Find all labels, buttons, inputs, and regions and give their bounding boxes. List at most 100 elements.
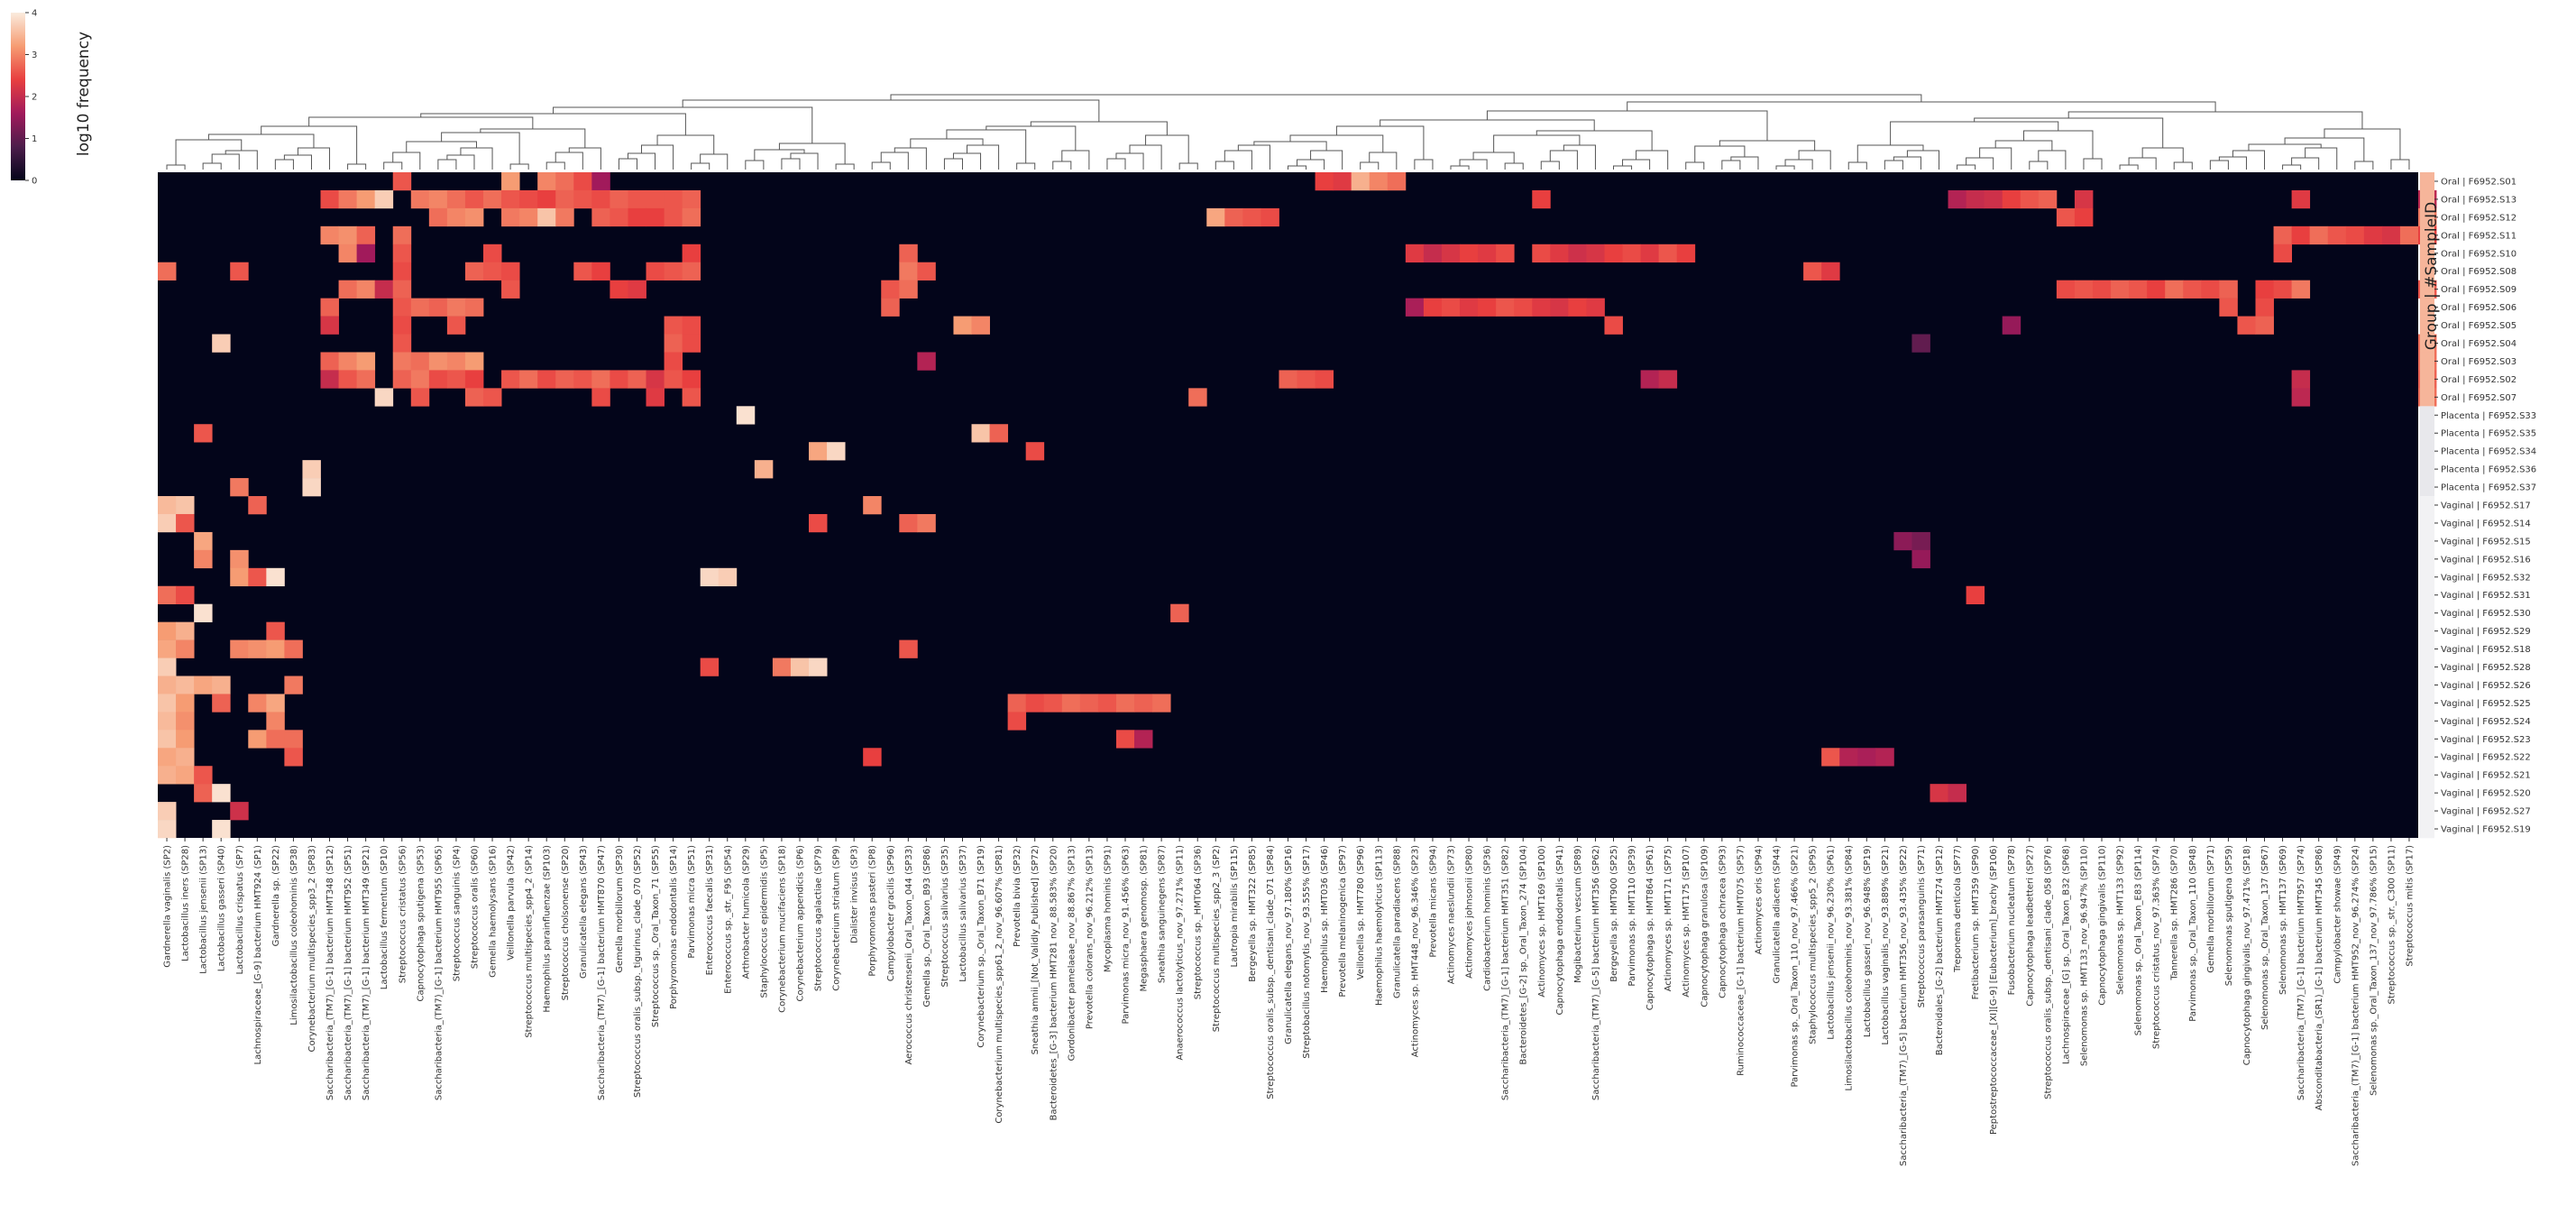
heatmap-cell bbox=[664, 262, 683, 280]
column-label: Peptostreptococcaceae_[XI][G-9] [Eubacte… bbox=[1989, 845, 1999, 1135]
dendrogram-link bbox=[1957, 164, 1976, 170]
row-label: Oral | F6952.S07 bbox=[2441, 393, 2516, 403]
column-label: Limosilactobacillus coleohominis (SP38) bbox=[289, 845, 299, 1025]
heatmap-cell bbox=[2327, 225, 2347, 245]
heatmap-cell bbox=[682, 244, 701, 263]
heatmap-cell bbox=[230, 478, 249, 497]
heatmap-cell bbox=[158, 820, 177, 839]
row-labels: Oral | F6952.S01 Oral | F6952.S13 Oral | F… bbox=[2434, 177, 2536, 835]
heatmap-cell bbox=[682, 388, 701, 407]
heatmap-cell bbox=[428, 370, 448, 389]
heatmap-cell bbox=[591, 172, 610, 191]
colorbar-tick-label: 4 bbox=[32, 9, 37, 19]
heatmap-cell bbox=[519, 189, 538, 209]
heatmap-cell bbox=[2183, 280, 2202, 299]
column-label: Gemella sp._Oral_Taxon_B93 (SP86) bbox=[922, 845, 932, 1007]
heatmap-cell bbox=[1007, 712, 1027, 731]
dendrogram-link bbox=[1906, 150, 1940, 170]
row-label: Oral | F6952.S03 bbox=[2441, 357, 2516, 367]
dendrogram-link bbox=[2390, 159, 2410, 170]
dendrogram-link bbox=[2282, 164, 2302, 170]
heatmap-cell bbox=[428, 298, 448, 317]
column-label: Lactobacillus salivarius (SP37) bbox=[958, 845, 968, 982]
dendrogram-link bbox=[2128, 157, 2157, 170]
heatmap-cell bbox=[1857, 748, 1876, 767]
heatmap-cell bbox=[158, 496, 177, 515]
row-group-swatch bbox=[2420, 802, 2434, 821]
heatmap-cell bbox=[158, 639, 177, 658]
column-label: Bacteroidetes_[G-3] bacterium HMT281 nov… bbox=[1049, 845, 1059, 1121]
row-group-swatch bbox=[2420, 639, 2434, 658]
heatmap-cell bbox=[1893, 531, 1912, 551]
heatmap-cell bbox=[2056, 207, 2076, 227]
heatmap-cell bbox=[338, 352, 358, 371]
heatmap-cell bbox=[1315, 172, 1334, 191]
column-label: Enterococcus sp._str._F95 (SP54) bbox=[723, 845, 733, 994]
heatmap-cell bbox=[1966, 585, 1985, 605]
heatmap-cell bbox=[501, 262, 520, 280]
column-label: Lactobacillus fermentum (SP10) bbox=[380, 845, 390, 989]
heatmap-cell bbox=[2255, 298, 2274, 317]
row-group-swatch bbox=[2420, 712, 2434, 731]
heatmap-cell bbox=[628, 207, 646, 227]
heatmap-cell bbox=[1586, 298, 1605, 317]
heatmap-cell bbox=[754, 460, 774, 479]
dendrogram-link bbox=[627, 152, 656, 170]
heatmap-cell bbox=[356, 225, 376, 245]
heatmap-cell bbox=[428, 207, 448, 227]
column-label: Lactobacillus jensenii (SP13) bbox=[199, 845, 209, 974]
column-label: Streptococcus sp._str._C300 (SP11) bbox=[2387, 845, 2397, 1005]
column-label: Absconditabacteria_(SR1)_[G-1] bacterium… bbox=[2315, 845, 2324, 1110]
heatmap-cell bbox=[1930, 784, 1948, 803]
row-label: Vaginal | F6952.S24 bbox=[2441, 717, 2531, 727]
heatmap-cell bbox=[809, 657, 828, 676]
heatmap-cell bbox=[410, 298, 430, 317]
heatmap-cell bbox=[1640, 244, 1660, 263]
heatmap-cell bbox=[212, 334, 231, 353]
heatmap-cell bbox=[591, 189, 610, 209]
row-group-swatch bbox=[2420, 478, 2434, 497]
heatmap-cell bbox=[809, 513, 828, 533]
heatmap-cell bbox=[483, 244, 502, 263]
heatmap-cell bbox=[2291, 225, 2311, 245]
column-label: Saccharibacteria_(TM7)_[G-1] bacterium H… bbox=[362, 845, 371, 1100]
heatmap-cell bbox=[176, 585, 195, 605]
heatmap-cell bbox=[2399, 225, 2419, 245]
column-label: Bacteroidetes_[G-2] sp._Oral_Taxon_274 (… bbox=[1519, 845, 1529, 1065]
column-label: Selenomonas sp._Oral_Taxon_137 (SP67) bbox=[2260, 845, 2270, 1030]
column-label: Veillonella parvula (SP42) bbox=[507, 845, 517, 961]
heatmap-cell bbox=[158, 802, 177, 821]
heatmap-cell bbox=[1460, 298, 1479, 317]
row-label: Vaginal | F6952.S28 bbox=[2441, 663, 2531, 673]
row-label: Oral | F6952.S02 bbox=[2441, 375, 2516, 385]
heatmap-cell bbox=[176, 712, 195, 731]
heatmap-cell bbox=[881, 298, 900, 317]
heatmap-cell bbox=[230, 802, 249, 821]
heatmap-cell bbox=[392, 172, 412, 191]
column-label: Veillonella sp. HMT780 (SP96) bbox=[1356, 845, 1366, 979]
heatmap-background bbox=[158, 172, 2418, 838]
column-label: Bacteroidales_[G-2] bacterium HMT274 (SP… bbox=[1935, 845, 1945, 1055]
heatmap-cell bbox=[1152, 694, 1171, 713]
column-label: Saccharibacteria_(TM7)_[G-5] bacterium H… bbox=[1899, 845, 1909, 1166]
heatmap-cell bbox=[194, 531, 213, 551]
dendrogram-link bbox=[2209, 160, 2229, 170]
row-label: Oral | F6952.S06 bbox=[2441, 303, 2516, 313]
dendrogram-link bbox=[1061, 150, 1090, 170]
dendrogram-link bbox=[1856, 144, 1924, 162]
heatmap-cell bbox=[230, 262, 249, 280]
heatmap-cell bbox=[2291, 280, 2311, 299]
column-label: Selenomonas sp. HMT133 (SP92) bbox=[2116, 845, 2126, 995]
heatmap-cell bbox=[2020, 189, 2040, 209]
heatmap-cell bbox=[881, 280, 900, 299]
heatmap-cell bbox=[664, 334, 683, 353]
row-group-swatch bbox=[2420, 225, 2434, 245]
heatmap-cell bbox=[284, 730, 303, 749]
row-group-swatch bbox=[2420, 784, 2434, 803]
heatmap-cell bbox=[356, 370, 376, 389]
column-label: Granulicatella elegans (SP43) bbox=[579, 845, 589, 979]
dendrogram-link bbox=[745, 160, 765, 170]
dendrogram-link bbox=[700, 153, 729, 170]
column-label: Capnocytophaga gingivalis (SP110) bbox=[2098, 845, 2108, 1006]
